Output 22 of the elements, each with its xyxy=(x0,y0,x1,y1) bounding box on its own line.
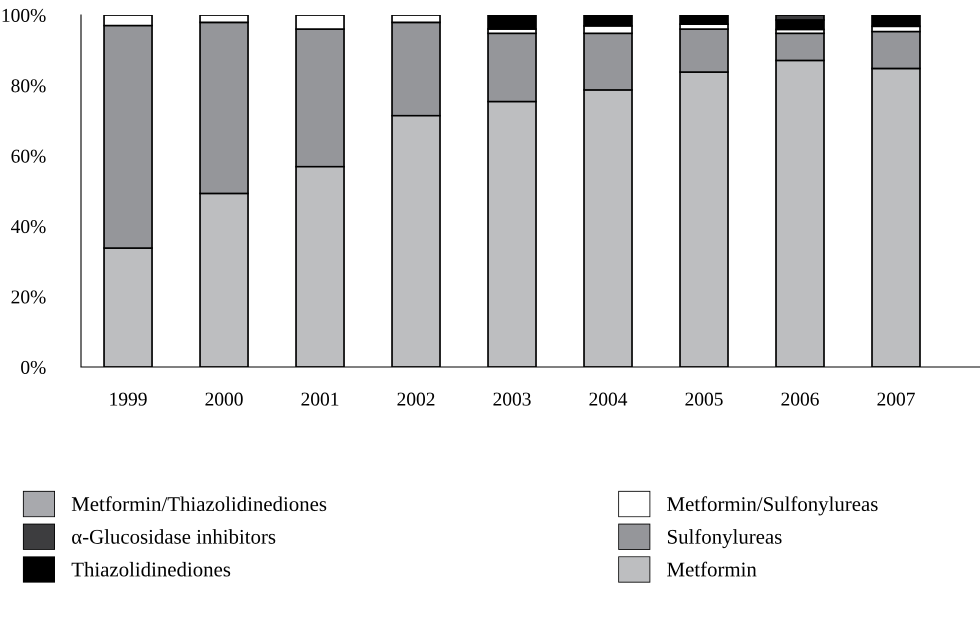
x-tick-label: 2006 xyxy=(781,392,819,406)
legend-label: Thiazolidinediones xyxy=(72,562,230,577)
y-tick-label: 40% xyxy=(11,220,46,234)
x-tick-label: 2000 xyxy=(205,392,243,406)
legend-label: Metformin/Sulfonylureas xyxy=(667,496,878,516)
x-tick-label: 2005 xyxy=(685,392,723,406)
x-tick-label: 2007 xyxy=(877,392,915,406)
legend-label: Sulfonylureas xyxy=(668,528,782,548)
x-tick-label: 2004 xyxy=(589,392,628,406)
y-tick-label: 0% xyxy=(21,360,46,374)
x-tick-label: 2002 xyxy=(397,392,434,406)
x-tick-label: 2001 xyxy=(301,392,338,406)
x-tick-label: 1999 xyxy=(110,392,147,406)
legend-label: Metformin xyxy=(667,562,757,577)
y-tick-label: 80% xyxy=(11,79,46,92)
y-tick-label: 20% xyxy=(11,290,46,304)
bar xyxy=(487,15,537,30)
legend-label: α-Glucosidase inhibitors xyxy=(72,529,276,544)
legend-label: Metformin/Thiazolidinediones xyxy=(72,496,326,512)
x-tick-label: 2003 xyxy=(493,392,531,406)
y-tick-label: 100% xyxy=(2,8,46,22)
y-tick-label: 60% xyxy=(11,150,46,163)
